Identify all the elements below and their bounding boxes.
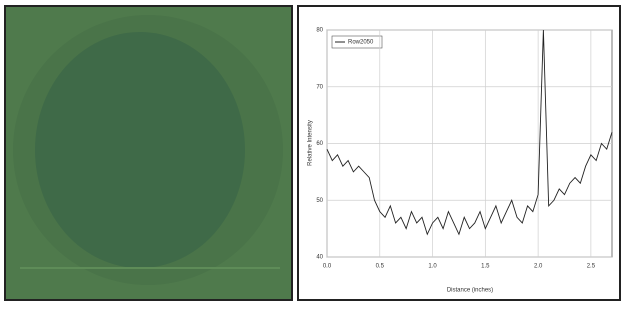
x-tick-label: 1.0 [428, 264, 437, 270]
wafer-photo [5, 6, 292, 300]
figure: Distance (inches) Relative Intensity Row… [0, 0, 626, 307]
y-tick-label: 40 [316, 255, 323, 261]
x-tick-label: 0.0 [323, 264, 332, 270]
y-axis-label: Relative Intensity [308, 120, 314, 166]
x-tick-label: 1.5 [481, 264, 490, 270]
x-tick-label: 2.5 [587, 264, 596, 270]
x-tick-label: 2.0 [534, 264, 543, 270]
y-tick-label: 60 [316, 141, 323, 147]
y-tick-label: 70 [316, 84, 323, 90]
legend-label: Row2050 [348, 40, 374, 46]
chart-frame [298, 6, 620, 300]
x-axis-label: Distance (inches) [447, 288, 493, 294]
y-tick-label: 80 [316, 28, 323, 34]
x-tick-label: 0.5 [376, 264, 385, 270]
y-tick-label: 50 [316, 198, 323, 204]
wafer-center [35, 32, 245, 268]
